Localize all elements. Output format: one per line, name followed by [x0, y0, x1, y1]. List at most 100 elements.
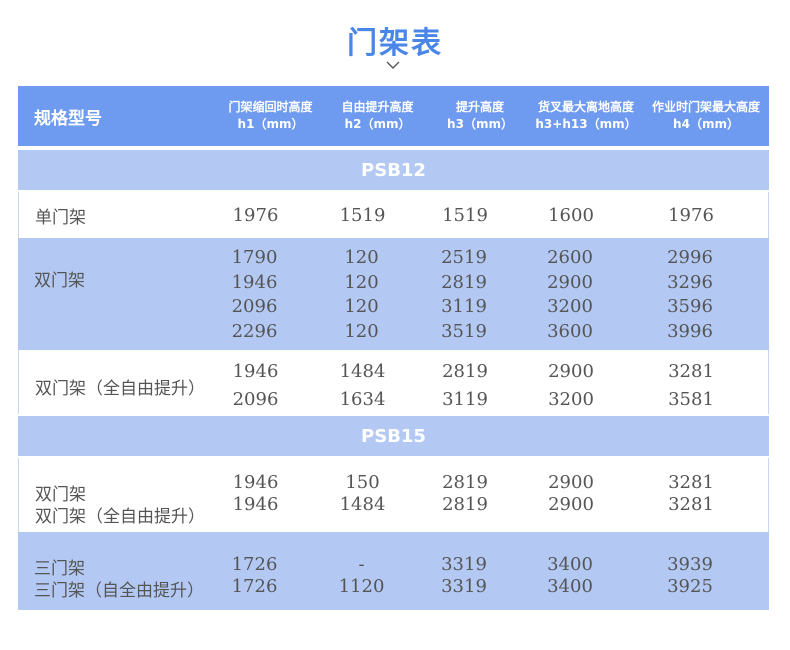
value: 2996: [667, 247, 713, 268]
spec-label: 双门架（全自由提升）: [35, 507, 205, 527]
value: 3400: [547, 576, 593, 597]
value: 1634: [339, 389, 386, 410]
table-row: 双门架 双门架（全自由提升） 1946 1946 150 1484 2819 2819 2900…: [18, 458, 769, 532]
value: 3581: [668, 389, 714, 410]
value: 1946: [232, 472, 279, 493]
section-header: PSB12: [18, 148, 769, 192]
value: 2900: [547, 271, 593, 293]
value: 120: [344, 296, 379, 317]
header-col-h2: 自由提升高度 h2（mm）: [324, 86, 431, 146]
value: 1946: [232, 494, 279, 515]
value: 2096: [232, 389, 279, 410]
spec-label: 双门架: [34, 271, 85, 291]
value-cell: 2819 2819: [416, 472, 514, 532]
header-col-unit: h3+h13（mm）: [535, 117, 637, 131]
value: 3200: [547, 296, 593, 317]
table-row: 单门架 1976 1519 1519 1600 1976: [18, 192, 769, 238]
value: 3600: [547, 320, 593, 342]
value: 3596: [667, 296, 713, 317]
value-cell: 1976: [202, 205, 309, 226]
header-col-unit: h1（mm）: [237, 117, 304, 131]
value: 2600: [547, 247, 593, 268]
header-col-h3-h13: 货叉最大离地高度 h3+h13（mm）: [529, 86, 643, 146]
spec-label: 双门架: [35, 485, 86, 505]
header-col-h4: 作业时门架最大高度 h4（mm）: [643, 86, 769, 146]
value-cell: 3400 3400: [513, 548, 627, 610]
header-col-name: 门架缩回时高度: [228, 100, 313, 114]
value: 1726: [231, 554, 278, 575]
value-cell: 120 120 120 120: [308, 246, 415, 350]
section-header: PSB15: [18, 414, 769, 458]
value: 2296: [231, 320, 278, 342]
value: 3925: [667, 576, 713, 597]
header-col-name: 自由提升高度: [341, 100, 414, 114]
value: 2819: [442, 472, 488, 493]
spec-cell: 双门架（全自由提升）: [19, 358, 205, 414]
value-cell: 3281 3581: [628, 358, 754, 414]
value: 3319: [441, 554, 487, 575]
table-body: PSB12 单门架 1976 1519 1519 1600 1976 双门架 1790 1946 2…: [18, 148, 769, 610]
value-cell: 1600: [514, 205, 628, 226]
value: 1790: [231, 247, 278, 268]
value-cell: 1519: [416, 205, 514, 226]
chevron-down-icon: [386, 61, 400, 69]
table-row: 双门架（全自由提升） 1946 2096 1484 1634 2819 3119 2900 32…: [18, 350, 769, 414]
value: 1726: [231, 576, 278, 597]
value: 2819: [441, 271, 487, 293]
value-cell: 1484 1634: [309, 358, 416, 414]
spec-label: 三门架（自全由提升）: [34, 581, 204, 601]
value: 1976: [232, 204, 279, 226]
table-row: 三门架 三门架（自全由提升） 1726 1726-1120 3319 3319 3400 34…: [18, 532, 769, 610]
mast-table: 规格型号 门架缩回时高度 h1（mm） 自由提升高度 h2（mm） 提升高度 h…: [18, 86, 769, 610]
value: 3400: [547, 554, 593, 575]
value: 3200: [548, 389, 594, 410]
value: 3319: [441, 576, 487, 597]
header-col-unit: h4（mm）: [673, 117, 739, 131]
value: 1484: [339, 494, 386, 515]
spec-cell: 三门架 三门架（自全由提升）: [18, 548, 204, 610]
value-cell: 1946 1946: [202, 472, 309, 532]
value: 3281: [668, 494, 714, 515]
value: 2819: [442, 494, 488, 515]
header-col-unit: h2（mm）: [344, 117, 411, 131]
value: 1946: [232, 361, 279, 382]
spec-cell: 双门架 双门架（全自由提升）: [19, 472, 205, 532]
header-col-name: 作业时门架最大高度: [651, 100, 760, 114]
value: 3281: [668, 361, 714, 382]
value: 2519: [441, 247, 487, 268]
value-cell: 1726 1726: [201, 548, 308, 610]
page-title: 门架表: [347, 26, 443, 61]
value-cell: 1790 1946 2096 2296: [201, 246, 308, 350]
value: 3119: [441, 296, 487, 317]
spec-cell: 单门架: [19, 203, 202, 228]
value-cell: 3281 3281: [628, 472, 754, 532]
value: 3119: [442, 389, 488, 410]
header-col-unit: h3（mm）: [447, 117, 513, 131]
value: 1946: [231, 271, 278, 293]
value-cell: 2900 2900: [514, 472, 628, 532]
value: 1519: [442, 204, 488, 226]
table-header: 规格型号 门架缩回时高度 h1（mm） 自由提升高度 h2（mm） 提升高度 h…: [18, 86, 769, 148]
value-cell: 3939 3925: [627, 548, 753, 610]
header-col-name: 货叉最大离地高度: [537, 100, 634, 114]
value: 2900: [548, 472, 594, 493]
value: 3281: [668, 472, 714, 493]
value: 1600: [548, 204, 594, 226]
value: 1120: [338, 576, 385, 597]
spec-label: 双门架（全自由提升）: [35, 379, 205, 399]
value-cell: 1519: [309, 205, 416, 226]
value: 1976: [668, 204, 714, 226]
value: 1484: [339, 361, 386, 382]
value-cell: -1120: [308, 548, 415, 610]
value: 3939: [667, 554, 713, 575]
table-row: 双门架 1790 1946 2096 2296 120 120 120 120 2519 2819 3…: [18, 238, 769, 350]
value: 3296: [667, 271, 713, 293]
value: 120: [344, 247, 379, 268]
header-spec: 规格型号: [34, 108, 102, 129]
value-cell: 1946 2096: [202, 358, 309, 414]
value-cell: 2600 2900 3200 3600: [513, 246, 627, 350]
value: 2819: [442, 361, 488, 382]
value: 3519: [441, 320, 487, 342]
value: 1519: [339, 204, 386, 226]
value: 120: [344, 320, 379, 342]
